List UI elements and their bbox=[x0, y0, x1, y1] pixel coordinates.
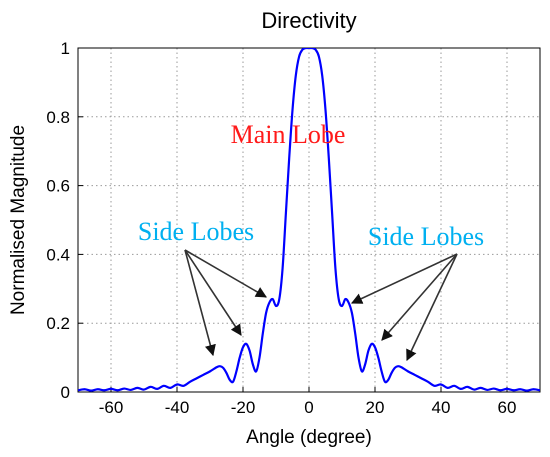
arrow-left-outer bbox=[184, 249, 216, 357]
arrow-right-inner bbox=[350, 253, 458, 304]
x-tick-label: 20 bbox=[366, 398, 385, 417]
directivity-series-line bbox=[78, 48, 540, 392]
y-tick-label: 1 bbox=[61, 39, 70, 58]
y-tick-label: 0.2 bbox=[46, 314, 70, 333]
y-tick-label: 0.4 bbox=[46, 245, 70, 264]
x-tick-label: -40 bbox=[165, 398, 190, 417]
arrow-left-inner bbox=[184, 249, 267, 298]
x-tick-label: 0 bbox=[304, 398, 313, 417]
y-axis-ticks: 0 0.2 0.4 0.6 0.8 1 bbox=[46, 39, 83, 402]
annotation-arrows bbox=[184, 249, 458, 362]
y-tick-label: 0.8 bbox=[46, 108, 70, 127]
x-tick-label: -20 bbox=[231, 398, 256, 417]
side-lobes-annotation-left: Side Lobes bbox=[138, 217, 254, 246]
y-axis-label: Normalised Magnitude bbox=[8, 125, 29, 315]
arrow-left-middle bbox=[184, 249, 242, 336]
side-lobes-annotation-right: Side Lobes bbox=[368, 222, 484, 251]
x-tick-label: -60 bbox=[99, 398, 124, 417]
chart-title: Directivity bbox=[261, 8, 356, 33]
x-axis-label: Angle (degree) bbox=[246, 427, 372, 448]
y-tick-label: 0.6 bbox=[46, 177, 70, 196]
x-axis-ticks: -60 -40 -20 0 20 40 60 bbox=[99, 387, 517, 417]
y-tick-label: 0 bbox=[61, 383, 70, 402]
x-tick-label: 60 bbox=[498, 398, 517, 417]
main-lobe-annotation: Main Lobe bbox=[231, 120, 346, 149]
arrow-right-outer bbox=[406, 253, 458, 362]
grid bbox=[78, 48, 540, 392]
arrow-right-middle bbox=[381, 253, 458, 341]
x-tick-label: 40 bbox=[432, 398, 451, 417]
